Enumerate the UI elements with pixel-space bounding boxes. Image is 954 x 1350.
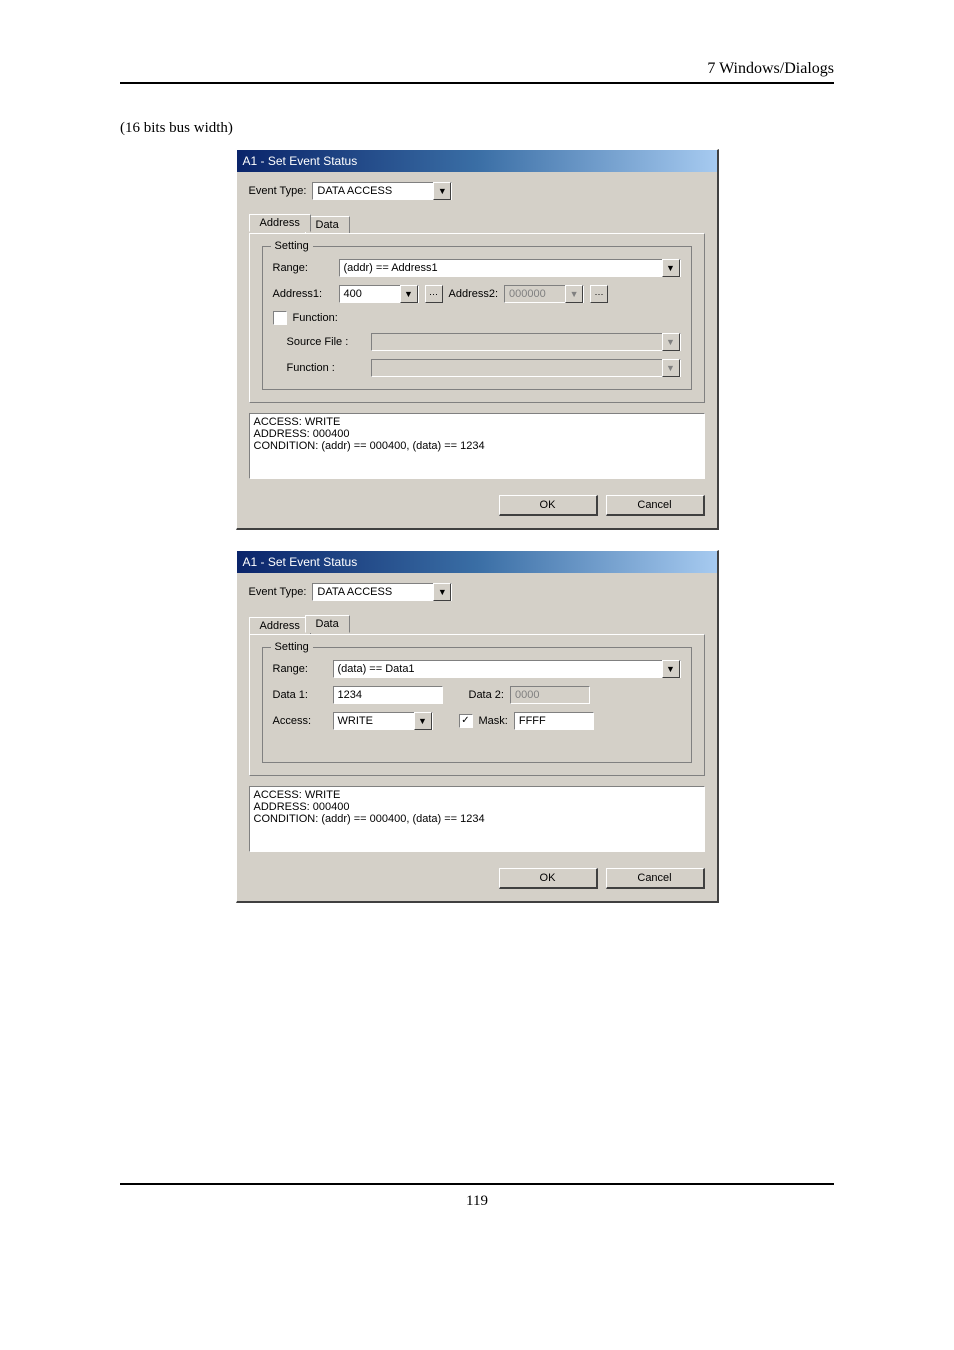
chevron-down-icon[interactable]: ▼ <box>433 182 451 200</box>
data-tab-pane: Setting Range: (data) == Data1 ▼ Data 1:… <box>249 634 705 776</box>
data1-label: Data 1: <box>273 689 327 701</box>
dialog-data: A1 - Set Event Status Event Type: DATA A… <box>236 550 719 903</box>
event-type-label: Event Type: <box>249 586 307 598</box>
setting-legend: Setting <box>271 240 313 252</box>
access-select[interactable]: WRITE ▼ <box>333 712 433 730</box>
event-type-select[interactable]: DATA ACCESS ▼ <box>312 583 452 601</box>
cancel-button[interactable]: Cancel <box>606 495 705 516</box>
mask-input[interactable]: FFFF <box>514 712 594 730</box>
dialog1-title: A1 - Set Event Status <box>237 150 717 172</box>
chevron-down-icon[interactable]: ▼ <box>662 259 680 277</box>
chevron-down-icon[interactable]: ▼ <box>662 660 680 678</box>
page-header: 7 Windows/Dialogs <box>120 60 834 84</box>
event-type-value: DATA ACCESS <box>313 585 433 599</box>
chevron-down-icon: ▼ <box>662 333 680 351</box>
function-select: ▼ <box>371 359 681 377</box>
range-value: (addr) == Address1 <box>340 261 662 275</box>
chevron-down-icon[interactable]: ▼ <box>414 712 432 730</box>
function-label: Function : <box>273 362 365 374</box>
status-box: ACCESS: WRITE ADDRESS: 000400 CONDITION:… <box>249 413 705 479</box>
dialog-address: A1 - Set Event Status Event Type: DATA A… <box>236 149 719 530</box>
address1-label: Address1: <box>273 288 333 300</box>
setting-fieldset: Setting Range: (data) == Data1 ▼ Data 1:… <box>262 647 692 763</box>
chevron-down-icon: ▼ <box>565 285 583 303</box>
data2-input: 0000 <box>510 686 590 704</box>
range-select[interactable]: (addr) == Address1 ▼ <box>339 259 681 277</box>
ok-button[interactable]: OK <box>499 868 598 889</box>
access-label: Access: <box>273 715 327 727</box>
setting-legend: Setting <box>271 641 313 653</box>
data1-input[interactable]: 1234 <box>333 686 443 704</box>
dialog2-title: A1 - Set Event Status <box>237 551 717 573</box>
access-value: WRITE <box>334 714 414 728</box>
address2-value: 000000 <box>505 287 565 301</box>
address2-label: Address2: <box>449 288 499 300</box>
function-check-label: Function: <box>293 312 338 324</box>
data2-label: Data 2: <box>469 689 504 701</box>
event-type-select[interactable]: DATA ACCESS ▼ <box>312 182 452 200</box>
address1-browse-icon[interactable]: ⋯ <box>425 285 443 303</box>
range-label: Range: <box>273 262 333 274</box>
address-tab-pane: Setting Range: (addr) == Address1 ▼ Addr… <box>249 233 705 403</box>
function-value <box>372 367 662 369</box>
event-type-value: DATA ACCESS <box>313 184 433 198</box>
bits-caption: (16 bits bus width) <box>120 120 834 137</box>
status-box: ACCESS: WRITE ADDRESS: 000400 CONDITION:… <box>249 786 705 852</box>
range-select[interactable]: (data) == Data1 ▼ <box>333 660 681 678</box>
address1-value: 400 <box>340 287 400 301</box>
mask-checkbox[interactable]: ✓ <box>459 714 473 728</box>
mask-label: Mask: <box>479 715 508 727</box>
chevron-down-icon: ▼ <box>662 359 680 377</box>
cancel-button[interactable]: Cancel <box>606 868 705 889</box>
ok-button[interactable]: OK <box>499 495 598 516</box>
address2-browse-icon[interactable]: ⋯ <box>590 285 608 303</box>
sourcefile-select: ▼ <box>371 333 681 351</box>
tab-address[interactable]: Address <box>249 214 311 232</box>
tab-address[interactable]: Address <box>249 617 311 634</box>
sourcefile-value <box>372 341 662 343</box>
sourcefile-label: Source File : <box>273 336 365 348</box>
range-value: (data) == Data1 <box>334 662 662 676</box>
tab-data[interactable]: Data <box>305 615 350 633</box>
address2-input: 000000 ▼ <box>504 285 584 303</box>
range-label: Range: <box>273 663 327 675</box>
setting-fieldset: Setting Range: (addr) == Address1 ▼ Addr… <box>262 246 692 390</box>
tab-data[interactable]: Data <box>305 216 350 233</box>
chevron-down-icon[interactable]: ▼ <box>400 285 418 303</box>
function-checkbox[interactable] <box>273 311 287 325</box>
chevron-down-icon[interactable]: ▼ <box>433 583 451 601</box>
address1-input[interactable]: 400 ▼ <box>339 285 419 303</box>
event-type-label: Event Type: <box>249 185 307 197</box>
page-number: 119 <box>120 1183 834 1210</box>
